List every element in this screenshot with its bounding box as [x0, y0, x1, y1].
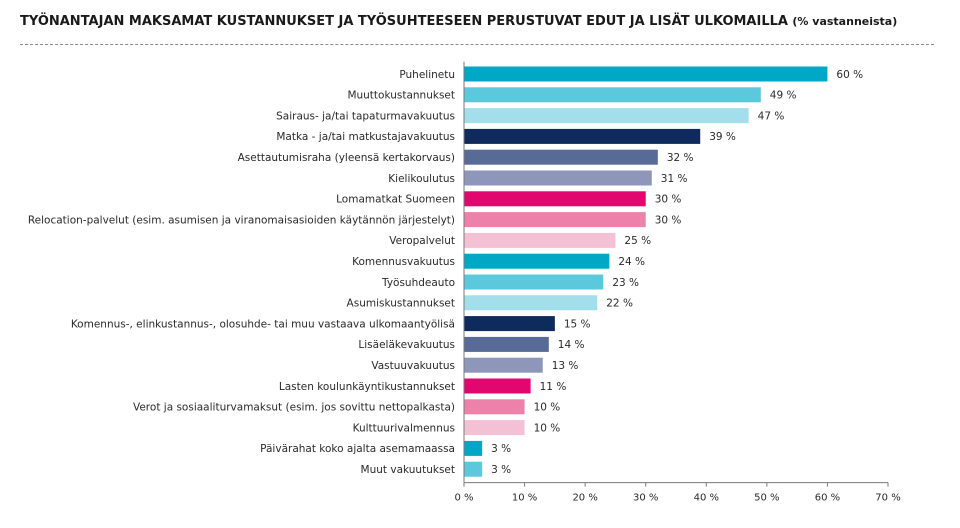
category-label: Työsuhdeauto — [381, 277, 455, 289]
value-label: 14 % — [558, 339, 585, 351]
category-label: Vastuuvakuutus — [371, 360, 455, 372]
value-label: 31 % — [661, 173, 688, 185]
category-label: Kielikoulutus — [388, 173, 455, 185]
value-label: 30 % — [655, 214, 682, 226]
x-tick-label: 10 % — [512, 493, 537, 504]
bar — [464, 420, 525, 436]
title-divider — [20, 44, 934, 45]
bar — [464, 274, 604, 290]
value-label: 30 % — [655, 194, 682, 206]
bar — [464, 149, 658, 165]
bar — [464, 212, 646, 228]
bar — [464, 399, 525, 415]
value-label: 49 % — [770, 90, 797, 102]
bar — [464, 66, 828, 82]
chart-title: TYÖNANTAJAN MAKSAMAT KUSTANNUKSET JA TYÖ… — [20, 12, 940, 30]
category-label: Muuttokustannukset — [347, 90, 455, 102]
x-tick-label: 60 % — [815, 493, 840, 504]
x-tick-label: 40 % — [694, 493, 719, 504]
category-label: Lasten koulunkäyntikustannukset — [279, 381, 455, 393]
category-label: Puhelinetu — [399, 69, 455, 81]
bar — [464, 440, 483, 456]
category-label: Asettautumisraha (yleensä kertakorvaus) — [238, 152, 455, 164]
x-tick-label: 20 % — [572, 493, 597, 504]
bar — [464, 108, 749, 124]
bar — [464, 170, 652, 186]
x-tick-label: 70 % — [875, 493, 900, 504]
chart-title-subtitle: (% vastanneista) — [792, 15, 898, 28]
category-label: Lisäeläkevakuutus — [358, 339, 455, 351]
x-tick-label: 50 % — [754, 493, 779, 504]
value-label: 47 % — [758, 110, 785, 122]
bar — [464, 336, 549, 352]
bar — [464, 253, 610, 269]
value-label: 32 % — [667, 152, 694, 164]
category-label: Relocation-palvelut (esim. asumisen ja v… — [28, 214, 455, 226]
value-label: 23 % — [612, 277, 639, 289]
value-label: 39 % — [709, 131, 736, 143]
bar — [464, 295, 598, 311]
bar — [464, 357, 543, 373]
category-label: Komennus-, elinkustannus-, olosuhde- tai… — [71, 318, 455, 330]
value-label: 3 % — [491, 464, 511, 476]
value-label: 10 % — [534, 422, 561, 434]
bar — [464, 128, 701, 144]
value-label: 13 % — [552, 360, 579, 372]
category-label: Päivärahat koko ajalta asemamaassa — [260, 443, 455, 455]
x-tick-label: 30 % — [633, 493, 658, 504]
value-label: 3 % — [491, 443, 511, 455]
value-label: 11 % — [540, 381, 567, 393]
category-label: Matka - ja/tai matkustajavakuutus — [276, 131, 455, 143]
value-label: 25 % — [624, 235, 651, 247]
bar — [464, 378, 531, 394]
value-label: 60 % — [836, 69, 863, 81]
value-label: 22 % — [606, 298, 633, 310]
value-label: 15 % — [564, 318, 591, 330]
category-label: Asumiskustannukset — [347, 298, 455, 310]
value-label: 10 % — [534, 402, 561, 414]
category-label: Sairaus- ja/tai tapaturmavakuutus — [276, 110, 455, 122]
bar — [464, 316, 555, 332]
value-label: 24 % — [618, 256, 645, 268]
bar — [464, 191, 646, 207]
x-tick-label: 0 % — [454, 493, 473, 504]
chart-title-main: TYÖNANTAJAN MAKSAMAT KUSTANNUKSET JA TYÖ… — [20, 14, 788, 29]
category-label: Lomamatkat Suomeen — [336, 194, 455, 206]
bar — [464, 461, 483, 477]
bar — [464, 232, 616, 248]
bar — [464, 87, 761, 103]
category-label: Muut vakuutukset — [361, 464, 455, 476]
category-label: Veropalvelut — [389, 235, 455, 247]
category-label: Kulttuurivalmennus — [353, 422, 455, 434]
category-label: Komennusvakuutus — [352, 256, 455, 268]
category-label: Verot ja sosiaaliturvamaksut (esim. jos … — [133, 402, 455, 414]
